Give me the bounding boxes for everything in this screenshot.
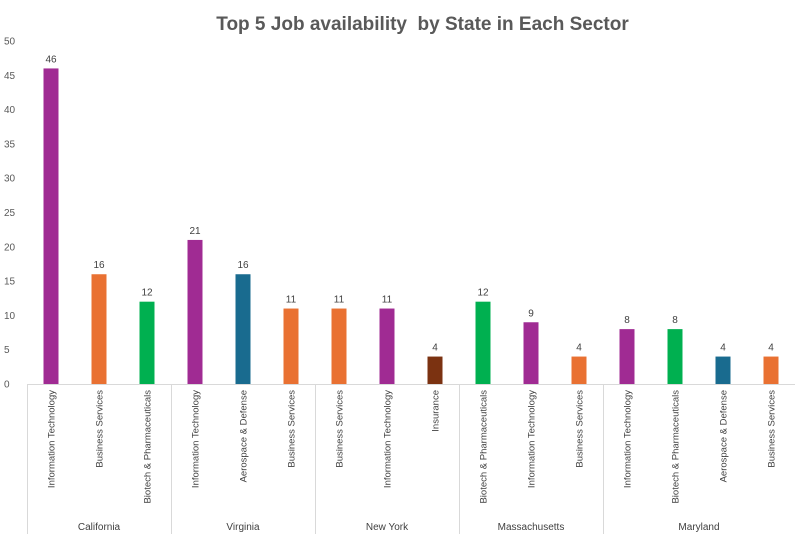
y-tick-label: 10 [4, 311, 16, 322]
category-label: Biotech & Pharmaceuticals [671, 390, 682, 504]
group-label: California [78, 522, 121, 533]
y-tick-label: 40 [4, 105, 16, 116]
y-tick-label: 45 [4, 71, 16, 82]
data-label: 4 [432, 343, 438, 354]
bar [43, 68, 59, 384]
category-label: Information Technology [623, 390, 634, 488]
data-label: 8 [672, 315, 678, 326]
bar [187, 239, 203, 384]
data-label: 16 [93, 260, 105, 271]
group-label: Maryland [678, 522, 719, 533]
category-label: Business Services [335, 390, 346, 468]
data-label: 9 [528, 308, 534, 319]
y-tick-label: 5 [4, 345, 10, 356]
y-tick-label: 50 [4, 37, 16, 48]
bar [379, 308, 395, 384]
category-label: Aerospace & Defense [719, 390, 730, 482]
y-tick-label: 25 [4, 208, 16, 219]
bar [331, 308, 347, 384]
category-label: Information Technology [383, 390, 394, 488]
y-tick-label: 30 [4, 174, 16, 185]
data-label: 12 [477, 288, 489, 299]
category-label: Information Technology [527, 390, 538, 488]
y-tick-label: 0 [4, 380, 10, 391]
category-label: Insurance [431, 390, 442, 432]
data-label: 11 [286, 295, 297, 306]
category-label: Biotech & Pharmaceuticals [479, 390, 490, 504]
bar [139, 301, 155, 384]
data-label: 16 [237, 260, 249, 271]
bar [523, 322, 539, 384]
bar [667, 329, 683, 384]
data-label: 11 [382, 295, 393, 306]
bar [571, 356, 587, 384]
data-label: 11 [334, 295, 345, 306]
bar [763, 356, 779, 384]
data-label: 4 [720, 343, 726, 354]
group-label: Massachusetts [498, 522, 565, 533]
category-label: Business Services [95, 390, 106, 468]
data-label: 8 [624, 315, 630, 326]
y-tick-label: 35 [4, 139, 16, 150]
bar [235, 274, 251, 384]
y-tick-label: 20 [4, 242, 16, 253]
data-label: 4 [768, 343, 774, 354]
category-label: Information Technology [191, 390, 202, 488]
bar [475, 301, 491, 384]
data-label: 46 [45, 54, 57, 65]
category-label: Biotech & Pharmaceuticals [143, 390, 154, 504]
group-label: New York [366, 522, 409, 533]
category-label: Information Technology [47, 390, 58, 488]
category-label: Business Services [575, 390, 586, 468]
bar [427, 356, 443, 384]
chart-title: Top 5 Job availability by State in Each … [216, 14, 629, 35]
category-label: Aerospace & Defense [239, 390, 250, 482]
data-label: 12 [141, 288, 153, 299]
bar [91, 274, 107, 384]
group-label: Virginia [226, 522, 260, 533]
data-label: 21 [189, 226, 201, 237]
data-label: 4 [576, 343, 582, 354]
category-label: Business Services [767, 390, 778, 468]
y-tick-label: 15 [4, 277, 16, 288]
category-label: Business Services [287, 390, 298, 468]
bar [283, 308, 299, 384]
bar [619, 329, 635, 384]
bar [715, 356, 731, 384]
